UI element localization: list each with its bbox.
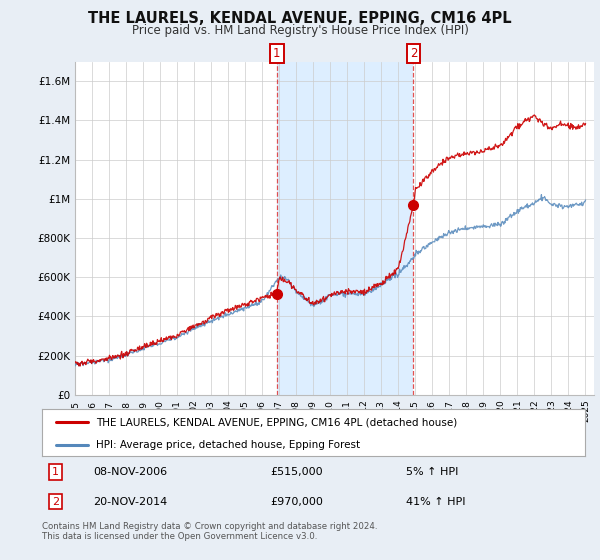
Text: 5% ↑ HPI: 5% ↑ HPI <box>406 467 458 477</box>
Text: Price paid vs. HM Land Registry's House Price Index (HPI): Price paid vs. HM Land Registry's House … <box>131 24 469 36</box>
Text: HPI: Average price, detached house, Epping Forest: HPI: Average price, detached house, Eppi… <box>97 440 361 450</box>
Text: THE LAURELS, KENDAL AVENUE, EPPING, CM16 4PL: THE LAURELS, KENDAL AVENUE, EPPING, CM16… <box>88 11 512 26</box>
Text: 1: 1 <box>52 467 59 477</box>
Text: 08-NOV-2006: 08-NOV-2006 <box>94 467 168 477</box>
Bar <box>277 62 413 395</box>
Text: 20-NOV-2014: 20-NOV-2014 <box>94 497 168 507</box>
Text: 41% ↑ HPI: 41% ↑ HPI <box>406 497 466 507</box>
Text: 2: 2 <box>52 497 59 507</box>
Text: £970,000: £970,000 <box>270 497 323 507</box>
Text: 1: 1 <box>273 47 281 60</box>
Text: 2: 2 <box>410 47 417 60</box>
Text: THE LAURELS, KENDAL AVENUE, EPPING, CM16 4PL (detached house): THE LAURELS, KENDAL AVENUE, EPPING, CM16… <box>97 417 458 427</box>
Text: £515,000: £515,000 <box>270 467 323 477</box>
Text: Contains HM Land Registry data © Crown copyright and database right 2024.
This d: Contains HM Land Registry data © Crown c… <box>42 522 377 542</box>
